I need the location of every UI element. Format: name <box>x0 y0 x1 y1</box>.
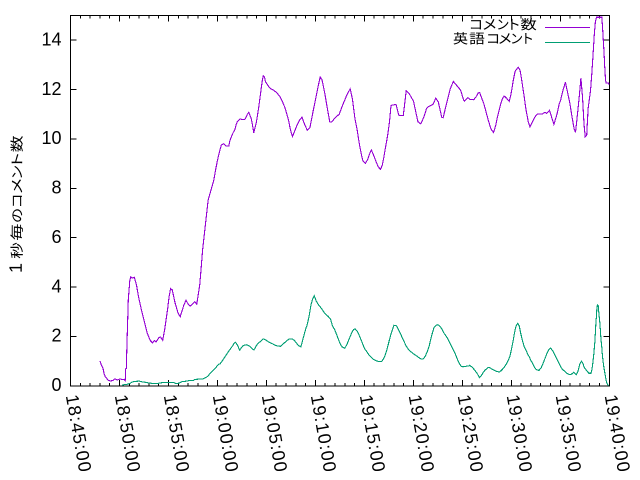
svg-text:14: 14 <box>41 29 61 49</box>
svg-text:0: 0 <box>51 375 61 395</box>
svg-text:19:25:00: 19:25:00 <box>454 393 487 475</box>
svg-text:19:15:00: 19:15:00 <box>356 393 389 475</box>
svg-text:19:30:00: 19:30:00 <box>503 393 536 475</box>
svg-text:19:00:00: 19:00:00 <box>209 393 242 475</box>
svg-text:2: 2 <box>51 326 61 346</box>
svg-text:18:45:00: 18:45:00 <box>62 393 95 475</box>
svg-text:18:55:00: 18:55:00 <box>160 393 193 475</box>
svg-text:12: 12 <box>41 79 61 99</box>
svg-text:19:35:00: 19:35:00 <box>552 393 585 475</box>
svg-text:6: 6 <box>51 227 61 247</box>
svg-text:4: 4 <box>51 276 61 296</box>
svg-text:19:10:00: 19:10:00 <box>307 393 340 475</box>
svg-text:19:05:00: 19:05:00 <box>258 393 291 475</box>
svg-text:8: 8 <box>51 178 61 198</box>
svg-text:18:50:00: 18:50:00 <box>111 393 144 475</box>
svg-text:19:20:00: 19:20:00 <box>405 393 438 475</box>
svg-text:10: 10 <box>41 128 61 148</box>
svg-text:19:40:00: 19:40:00 <box>601 393 634 475</box>
